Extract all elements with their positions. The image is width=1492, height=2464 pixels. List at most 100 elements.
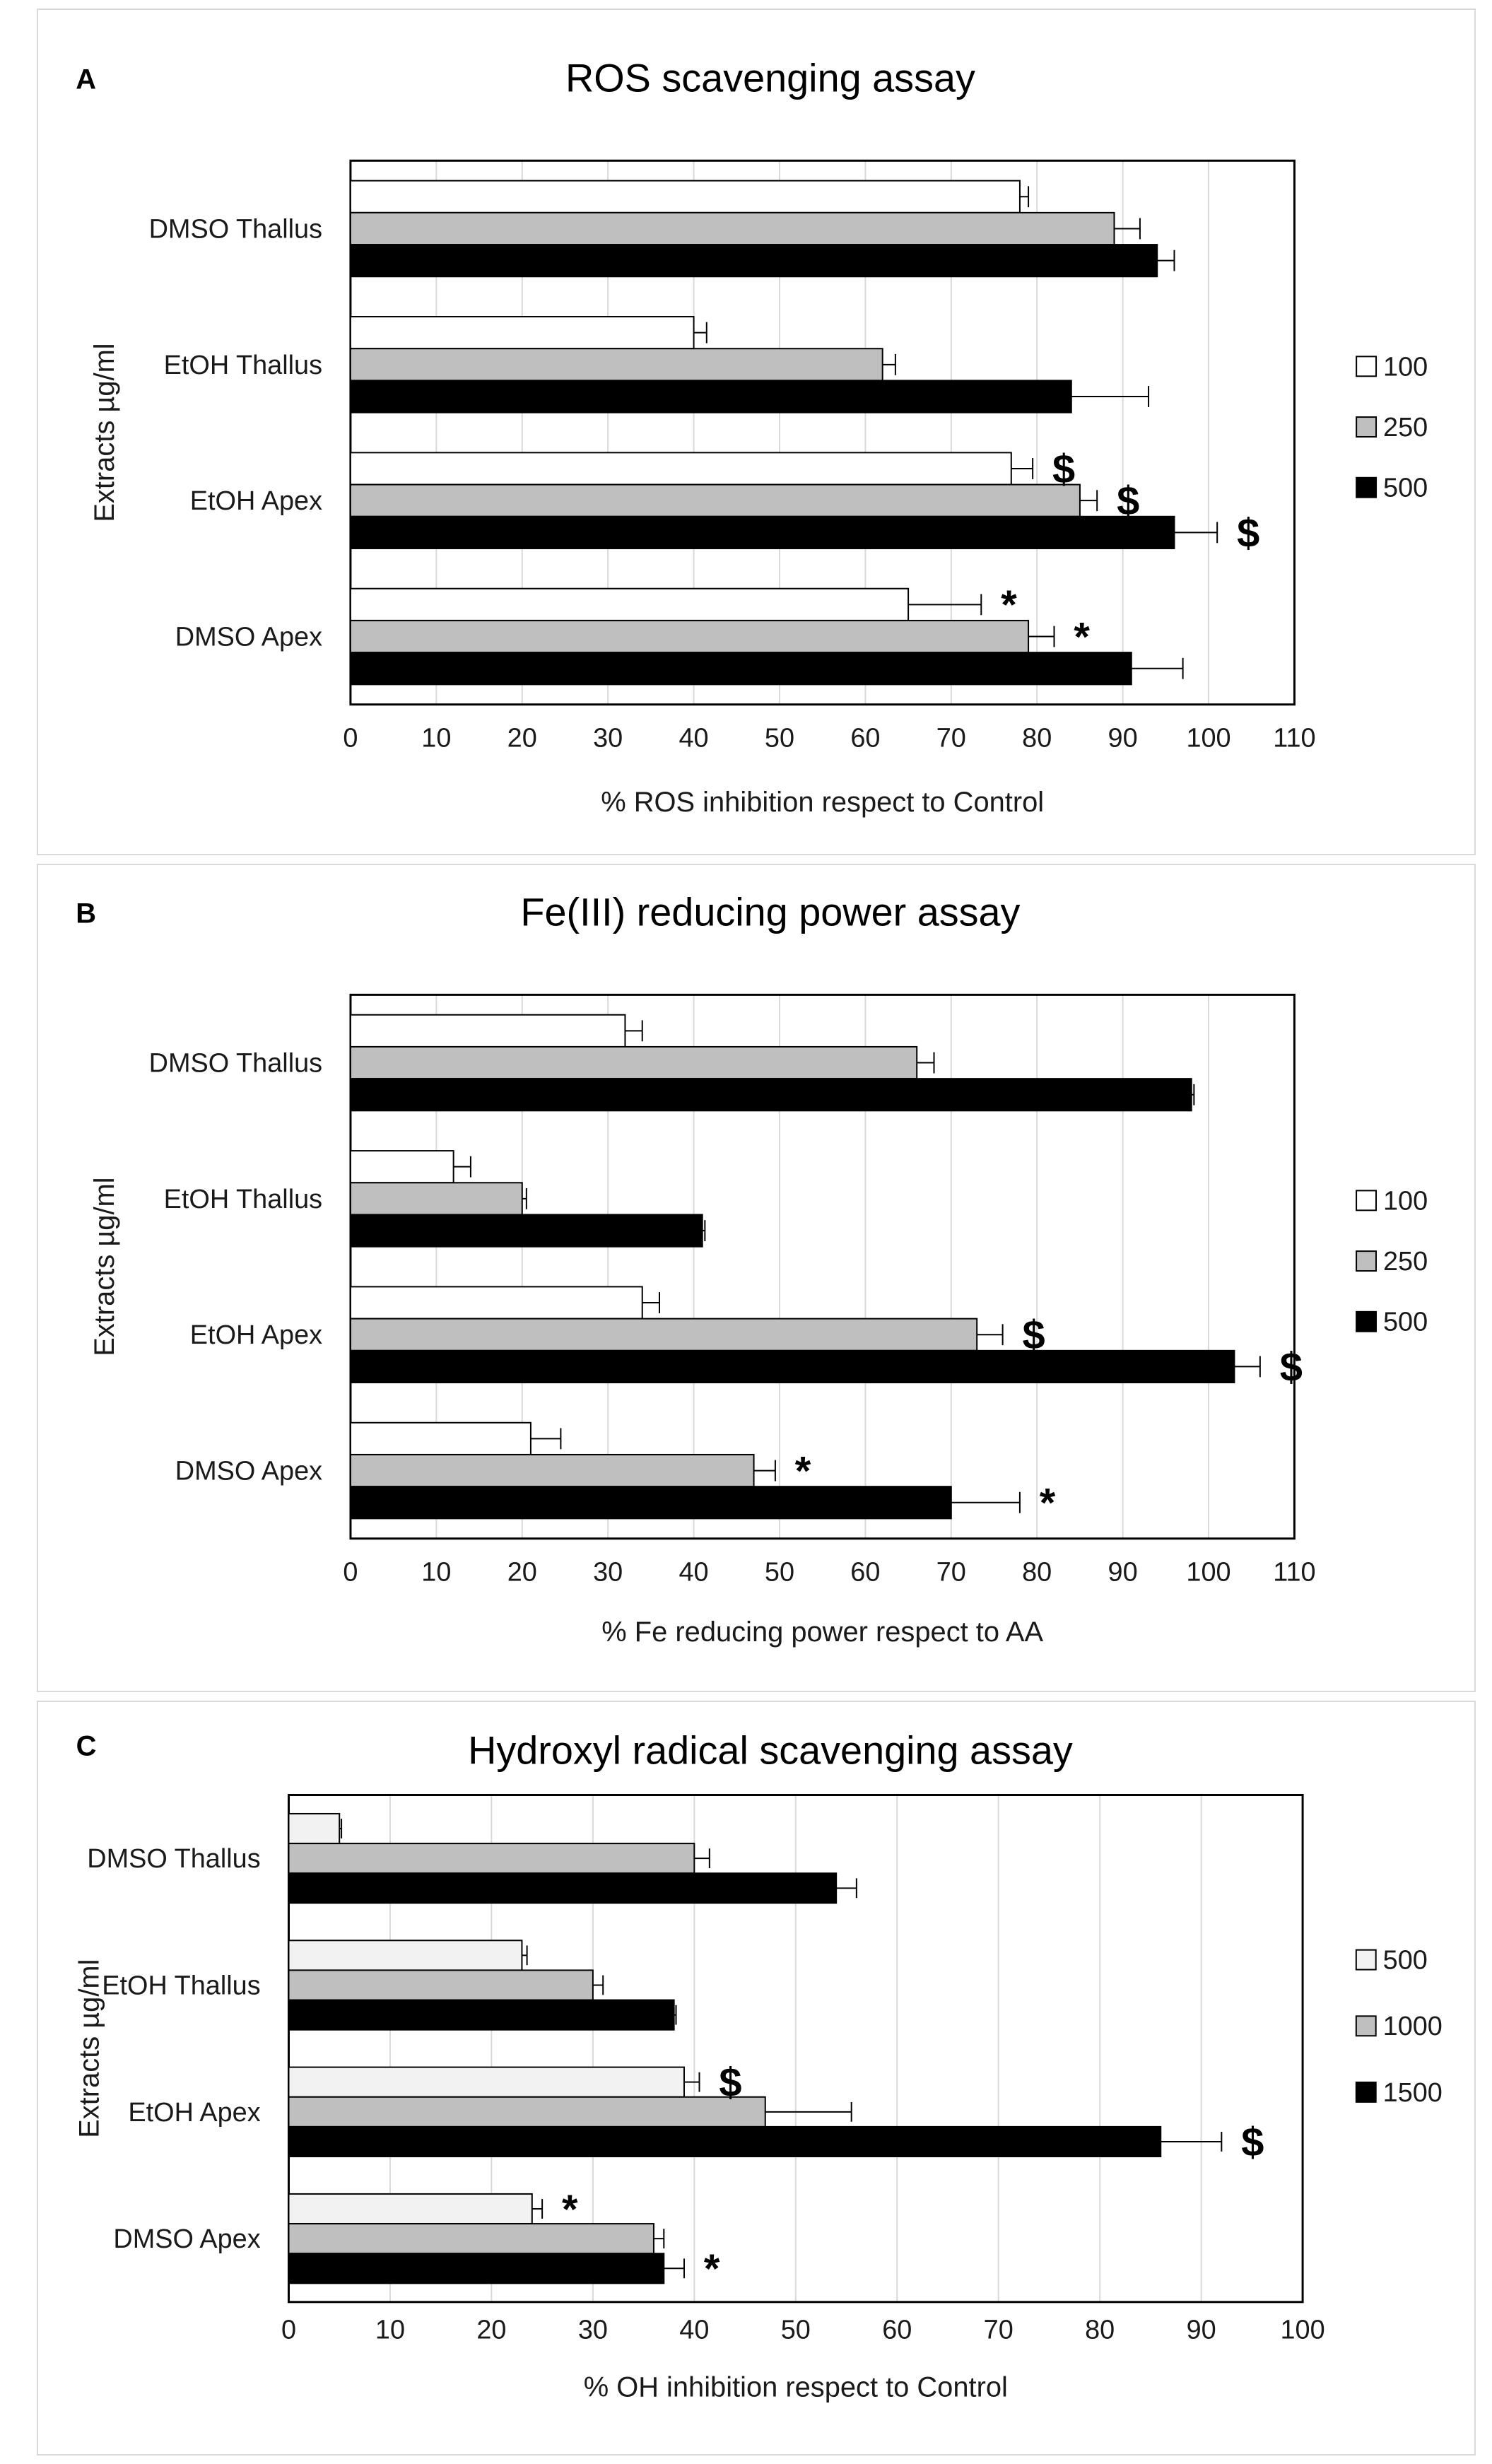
bar-500 — [349, 1349, 1235, 1384]
legend-label: 250 — [1383, 1247, 1428, 1277]
x-axis-label: % Fe reducing power respect to AA — [601, 1617, 1043, 1648]
x-tick-label: 0 — [281, 2316, 296, 2345]
x-tick-label: 70 — [984, 2316, 1014, 2345]
legend-label: 1500 — [1383, 2078, 1443, 2108]
bar-1500 — [288, 1872, 838, 1904]
x-tick-label: 90 — [1108, 724, 1138, 753]
x-tick-label: 110 — [1273, 724, 1315, 753]
category-label: EtOH Apex — [190, 486, 322, 516]
x-tick-label: 40 — [679, 724, 709, 753]
chart-svg: ROS scavenging assay A DMSO Thallus EtOH Th… — [76, 56, 1428, 819]
bar-250 — [349, 211, 1115, 246]
x-tick-label: 20 — [507, 724, 537, 753]
x-tick-label: 110 — [1273, 1558, 1315, 1588]
bar-1500 — [288, 2253, 665, 2284]
x-tick-label: 10 — [421, 724, 451, 753]
bar-250 — [349, 348, 883, 382]
significance-dollar: $ — [1241, 2120, 1264, 2165]
bar-500 — [349, 1486, 952, 1520]
bar-500 — [349, 515, 1175, 549]
x-tick-label: 90 — [1187, 2316, 1216, 2345]
bar-500 — [288, 2193, 533, 2225]
legend-label: 500 — [1383, 1308, 1428, 1337]
bar-500 — [349, 244, 1158, 278]
category-label: DMSO Thallus — [149, 214, 322, 244]
x-tick-label: 40 — [679, 2316, 709, 2345]
bar-100 — [349, 1014, 626, 1048]
bar-250 — [349, 1182, 523, 1216]
legend-swatch — [1355, 1949, 1377, 1971]
legend-label: 500 — [1383, 1946, 1428, 1976]
bar-1000 — [288, 2096, 766, 2128]
y-axis-label: Extracts µg/ml — [74, 1959, 105, 2138]
panel-letter: B — [76, 898, 96, 929]
significance-star: * — [1074, 614, 1090, 659]
bar-250 — [349, 619, 1030, 654]
legend-label: 100 — [1383, 1186, 1428, 1216]
x-tick-label: 80 — [1085, 2316, 1115, 2345]
category-label: DMSO Thallus — [87, 1844, 260, 1874]
x-tick-label: 50 — [765, 1558, 794, 1588]
bar-100 — [349, 452, 1012, 486]
bar-500 — [349, 652, 1132, 686]
bar-100 — [349, 316, 695, 350]
bar-250 — [349, 1318, 978, 1351]
bar-500 — [288, 1812, 341, 1845]
plot-frame — [349, 993, 1296, 1540]
x-tick-label: 80 — [1022, 1558, 1052, 1588]
x-tick-label: 10 — [421, 1558, 451, 1588]
bar-100 — [349, 1286, 643, 1320]
bar-1000 — [288, 2223, 654, 2255]
significance-star: * — [1001, 582, 1017, 628]
x-tick-label: 100 — [1186, 724, 1230, 753]
x-tick-label: 60 — [882, 2316, 912, 2345]
bar-1500 — [288, 1999, 675, 2031]
legend-swatch — [1355, 2081, 1377, 2103]
x-tick-label: 80 — [1022, 724, 1052, 753]
chart-svg: Fe(III) reducing power assay B DMSO Thallu… — [76, 890, 1428, 1648]
chart-svg: Hydroxyl radical scavenging assay C DMSO T… — [74, 1728, 1443, 2403]
bar-500 — [349, 1078, 1192, 1112]
x-tick-label: 40 — [679, 1558, 709, 1588]
legend-swatch — [1356, 356, 1378, 377]
significance-dollar: $ — [1023, 1313, 1045, 1358]
chart-panel-b: Fe(III) reducing power assay B DMSO Thallu… — [37, 864, 1476, 1692]
significance-star: * — [795, 1448, 811, 1494]
bar-1500 — [288, 2125, 1162, 2158]
category-label: EtOH Thallus — [164, 1185, 322, 1214]
x-tick-label: 30 — [578, 2316, 608, 2345]
category-label: EtOH Apex — [128, 2098, 260, 2128]
x-tick-label: 0 — [343, 724, 358, 753]
bar-500 — [288, 2066, 685, 2098]
x-tick-label: 60 — [850, 1558, 880, 1588]
bar-100 — [349, 1421, 531, 1455]
x-tick-label: 100 — [1186, 1558, 1230, 1588]
bar-500 — [288, 1940, 523, 1971]
category-label: EtOH Apex — [190, 1320, 322, 1350]
x-tick-label: 20 — [507, 1558, 537, 1588]
x-tick-label: 100 — [1281, 2316, 1325, 2345]
x-axis-label: % ROS inhibition respect to Control — [601, 787, 1044, 818]
x-tick-label: 70 — [936, 724, 966, 753]
bar-1000 — [288, 1969, 594, 2001]
bar-500 — [349, 1214, 703, 1248]
x-tick-label: 20 — [476, 2316, 506, 2345]
x-tick-label: 0 — [343, 1558, 358, 1588]
legend-swatch — [1356, 1190, 1377, 1212]
legend-label: 1000 — [1383, 2012, 1443, 2041]
category-label: EtOH Thallus — [102, 1971, 260, 2000]
significance-star: * — [704, 2246, 720, 2292]
significance-dollar: $ — [1117, 479, 1139, 524]
x-tick-label: 60 — [850, 724, 880, 753]
category-label: DMSO Thallus — [149, 1048, 322, 1078]
y-axis-label: Extracts µg/ml — [89, 343, 120, 522]
y-axis-label: Extracts µg/ml — [89, 1177, 120, 1356]
bar-250 — [349, 1045, 918, 1080]
chart-panel-a: ROS scavenging assay A DMSO Thallus EtOH Th… — [37, 8, 1476, 855]
plot-frame — [287, 1794, 1304, 2304]
category-label: DMSO Apex — [175, 1457, 322, 1486]
legend-swatch — [1356, 1250, 1377, 1272]
chart-title: ROS scavenging assay — [565, 56, 975, 100]
chart-title: Fe(III) reducing power assay — [520, 890, 1020, 934]
x-tick-label: 50 — [765, 724, 794, 753]
